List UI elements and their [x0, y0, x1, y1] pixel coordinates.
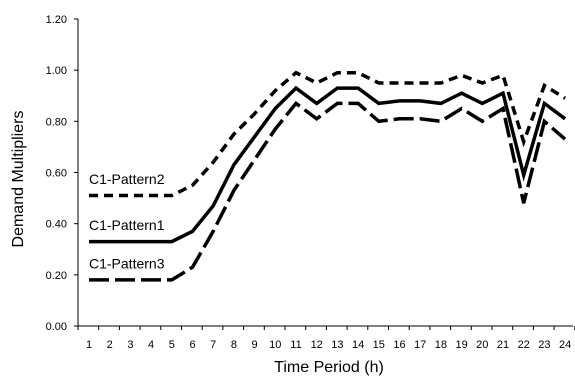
y-axis-title: Demand Multipliers — [10, 111, 27, 248]
x-tick-label: 23 — [538, 339, 550, 351]
x-tick-label: 9 — [252, 339, 258, 351]
x-tick-label: 7 — [210, 339, 216, 351]
x-tick-label: 21 — [497, 339, 509, 351]
x-tick-label: 5 — [169, 339, 175, 351]
series-label-c1-pattern2: C1-Pattern2 — [89, 171, 165, 187]
x-tick-label: 22 — [518, 339, 530, 351]
y-tick-label: 0.40 — [46, 219, 67, 231]
y-tick-labels: 0.00 0.20 0.40 0.60 0.80 1.00 1.20 — [46, 14, 78, 333]
series-label-c1-pattern3: C1-Pattern3 — [89, 255, 165, 271]
x-tick-label: 1 — [86, 339, 92, 351]
x-tick-label: 18 — [435, 339, 447, 351]
series-line-c1-pattern2 — [89, 70, 567, 198]
x-tick-label: 13 — [331, 339, 343, 351]
y-tick-label: 0.20 — [46, 270, 67, 282]
y-tick-label: 1.20 — [46, 14, 67, 26]
x-tick-label: 19 — [455, 339, 467, 351]
x-tick-label: 11 — [290, 339, 301, 351]
x-tick-label: 6 — [189, 339, 195, 351]
y-tick-label: 0.00 — [46, 321, 67, 333]
x-tick-label: 10 — [269, 339, 281, 351]
y-tick-label: 0.80 — [46, 116, 67, 128]
series-line-c1-pattern1 — [89, 85, 567, 244]
x-tick-label: 16 — [393, 339, 405, 351]
x-tick-label: 20 — [476, 339, 488, 351]
series-labels: C1-Pattern2 C1-Pattern1 C1-Pattern3 — [89, 171, 165, 271]
x-tick-label: 12 — [311, 339, 323, 351]
x-tick-label: 17 — [414, 339, 426, 351]
x-tick-label: 8 — [231, 339, 237, 351]
series-line-c1-pattern3 — [89, 100, 567, 282]
series-lines — [89, 70, 567, 282]
y-tick-label: 1.00 — [46, 65, 67, 77]
y-tick-label: 0.60 — [46, 168, 67, 180]
x-tick-labels: 1 2 3 4 5 6 7 8 9 10 11 12 13 14 15 16 17 18 19 20 21 22 23 24 — [77, 326, 575, 351]
x-tick-label: 14 — [352, 339, 364, 351]
series-label-c1-pattern1: C1-Pattern1 — [89, 217, 165, 233]
x-tick-label: 2 — [107, 339, 113, 351]
x-axis-title: Time Period (h) — [274, 359, 384, 376]
x-tick-label: 24 — [559, 339, 571, 351]
x-tick-label: 15 — [373, 339, 385, 351]
x-tick-label: 4 — [148, 339, 154, 351]
x-tick-label: 3 — [127, 339, 133, 351]
